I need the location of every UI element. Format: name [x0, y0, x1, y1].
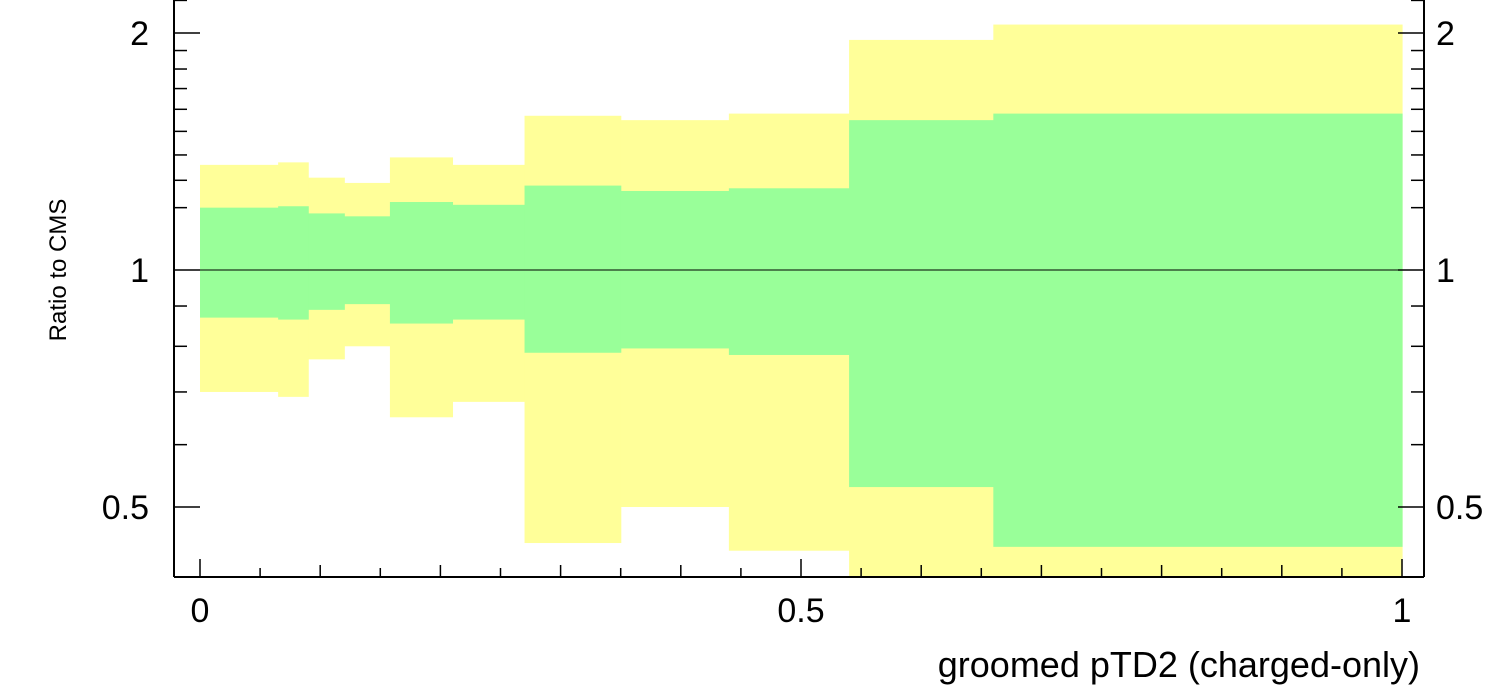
x-tick-label: 0 — [191, 592, 210, 630]
tick-labels: 0 0.5 1 0.5 0.5 1 1 2 2 — [102, 15, 1484, 630]
axes-frame — [173, 0, 1425, 578]
band-bin-1-10 — [993, 113, 1403, 547]
band-bin-1-1 — [278, 206, 309, 320]
band-bin-1-9 — [849, 120, 994, 488]
uncertainty-bands — [200, 24, 1403, 577]
band-bin-1-3 — [344, 216, 391, 305]
band-bin-1-4 — [389, 202, 454, 324]
band-bin-1-0 — [200, 207, 279, 318]
y-tick-label-right: 1 — [1436, 252, 1455, 290]
x-tick-label: 0.5 — [777, 592, 824, 630]
band-bin-1-6 — [524, 185, 622, 353]
band-bin-1-5 — [452, 204, 526, 320]
y-tick-label-left: 0.5 — [102, 489, 149, 527]
band-series-1 — [200, 113, 1403, 547]
band-bin-1-2 — [308, 213, 345, 310]
y-tick-label-right: 2 — [1436, 15, 1455, 53]
y-axis-title: Ratio to CMS — [45, 199, 72, 342]
y-tick-label-left: 1 — [130, 252, 149, 290]
band-bin-1-8 — [728, 188, 850, 355]
x-tick-label: 1 — [1393, 592, 1412, 630]
y-tick-label-right: 0.5 — [1436, 489, 1483, 527]
x-axis-title: groomed pTD2 (charged-only) — [938, 644, 1420, 685]
y-tick-label-left: 2 — [130, 15, 149, 53]
axis-ticks — [174, 0, 1424, 577]
